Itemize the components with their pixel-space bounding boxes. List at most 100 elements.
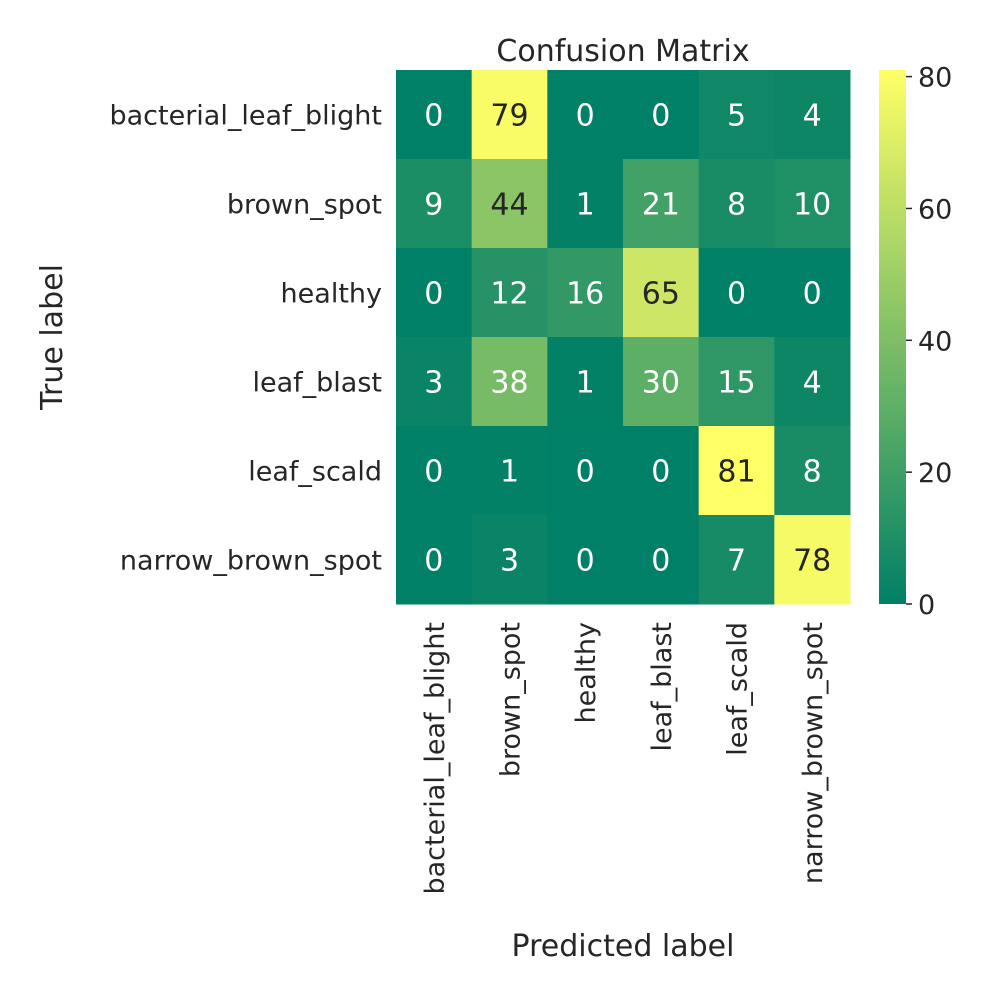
cell-value-label: 1 [500,455,519,490]
heatmap-cell [623,426,700,516]
x-axis-label: Predicted label [512,929,735,964]
cell-value-label: 79 [490,99,528,134]
heatmap-cell [396,515,473,605]
heatmap-cells [396,70,851,605]
cell-value-label: 65 [642,277,680,312]
heatmap-cell [774,515,851,605]
cell-value-label: 0 [424,277,443,312]
heatmap-cell [547,337,624,427]
cell-value-label: 4 [803,99,822,134]
heatmap-cell [396,70,473,160]
cell-value-label: 10 [793,188,831,223]
cell-value-label: 0 [803,277,822,312]
heatmap-cell [623,337,700,427]
colorbar-tick-label: 20 [918,458,952,489]
x-tick-label: brown_spot [496,622,527,777]
heatmap-cell [698,337,775,427]
heatmap-cell [471,70,548,160]
heatmap-cell [623,248,700,338]
cell-value-label: 8 [803,455,822,490]
cell-value-label: 81 [717,455,755,490]
cell-value-label: 8 [727,188,746,223]
cell-value-label: 0 [576,455,595,490]
heatmap-cell [774,70,851,160]
cell-value-label: 44 [490,188,528,223]
cell-value-label: 1 [576,366,595,401]
x-tick-label: leaf_scald [723,622,754,756]
colorbar: 0 20 40 60 80 [879,63,952,621]
y-tick-label: narrow_brown_spot [120,546,382,577]
heatmap-cell [774,248,851,338]
y-tick-label: bacterial_leaf_blight [109,101,382,132]
cell-value-label: 15 [717,366,755,401]
heatmap-cell [547,70,624,160]
cell-value-label: 9 [424,188,443,223]
heatmap-cell [698,248,775,338]
heatmap-cell [396,337,473,427]
heatmap-cell [774,159,851,249]
heatmap-cell [471,515,548,605]
heatmap-cell-labels: 0 79 0 0 5 49 44 1 21 8 100 12 16 65 0 03 38 1 30 15 40 1 0 0 81… [424,99,831,579]
cell-value-label: 7 [727,544,746,579]
colorbar-tick-label: 80 [918,63,952,94]
cell-value-label: 3 [424,366,443,401]
cell-value-label: 3 [500,544,519,579]
y-axis-label: True label [35,264,70,411]
cell-value-label: 5 [727,99,746,134]
chart-title: Confusion Matrix [496,34,749,69]
colorbar-tick-label: 60 [918,194,952,225]
heatmap-cell [623,70,700,160]
y-tick-label: healthy [281,279,382,310]
cell-value-label: 0 [576,544,595,579]
heatmap-cell [774,337,851,427]
heatmap-cell [396,248,473,338]
colorbar-tick-label: 0 [918,590,935,621]
heatmap-cell [471,337,548,427]
heatmap-cell [623,515,700,605]
heatmap-cell [547,515,624,605]
heatmap-cell [698,159,775,249]
cell-value-label: 1 [576,188,595,223]
heatmap-cell [774,426,851,516]
heatmap-cell [471,426,548,516]
cell-value-label: 30 [642,366,680,401]
heatmap-cell [623,159,700,249]
heatmap-cell [471,159,548,249]
cell-value-label: 21 [642,188,680,223]
cell-value-label: 0 [424,544,443,579]
heatmap-cell [547,426,624,516]
cell-value-label: 0 [651,455,670,490]
y-tick-label: brown_spot [227,190,382,221]
cell-value-label: 0 [651,99,670,134]
cell-value-label: 0 [651,544,670,579]
heatmap-cell [547,159,624,249]
heatmap-cell [698,426,775,516]
cell-value-label: 16 [566,277,604,312]
heatmap-cell [471,248,548,338]
y-tick-label: leaf_blast [252,368,382,399]
cell-value-label: 78 [793,544,831,579]
cell-value-label: 38 [490,366,528,401]
heatmap-cell [547,248,624,338]
x-tick-label: healthy [571,622,602,723]
y-tick-label: leaf_scald [248,457,382,488]
x-tick-label: leaf_blast [647,622,678,752]
cell-value-label: 0 [576,99,595,134]
cell-value-label: 0 [727,277,746,312]
cell-value-label: 4 [803,366,822,401]
colorbar-tick-label: 40 [918,326,952,357]
heatmap-cell [396,426,473,516]
x-tick-label: narrow_brown_spot [798,622,829,884]
heatmap-cell [396,159,473,249]
heatmap-cell [698,70,775,160]
colorbar-gradient [879,70,906,604]
heatmap-cell [698,515,775,605]
x-tick-labels: bacterial_leaf_blight brown_spot healthy le… [420,622,829,895]
cell-value-label: 0 [424,455,443,490]
cell-value-label: 0 [424,99,443,134]
x-tick-label: bacterial_leaf_blight [420,622,451,895]
cell-value-label: 12 [490,277,528,312]
